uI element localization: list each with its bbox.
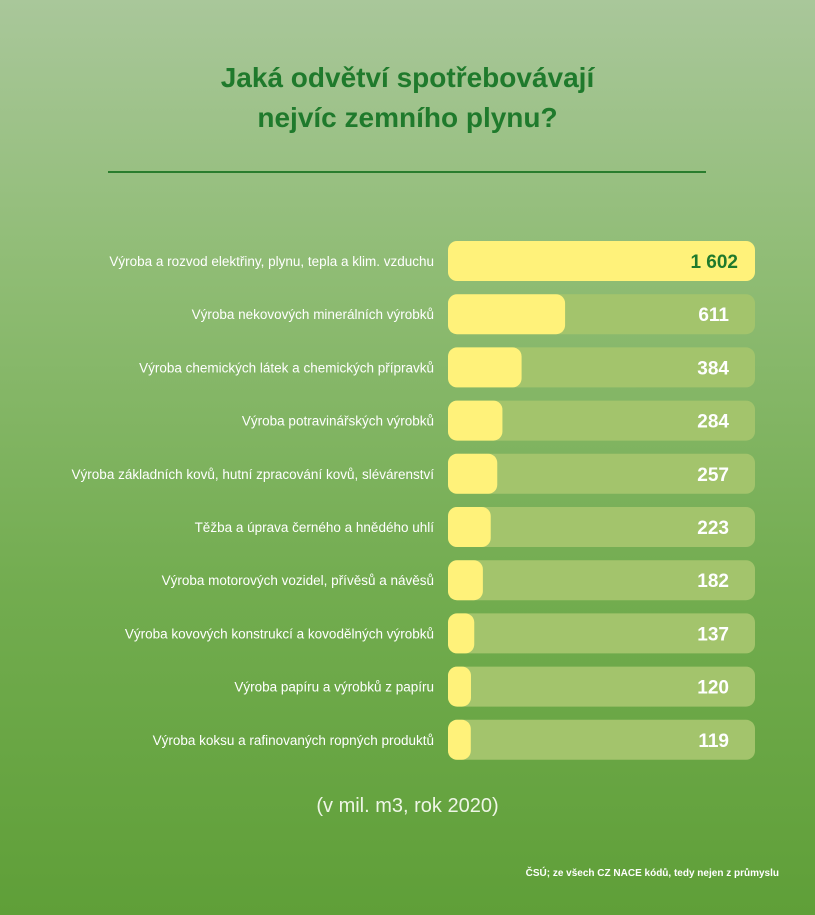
chart-title: Jaká odvětví spotřebovávají nejvíc zemní… <box>0 58 815 138</box>
bar <box>448 560 483 601</box>
bar-row: Výroba papíru a výrobků z papíru 120 <box>234 666 755 707</box>
bar <box>448 400 503 441</box>
bar <box>448 719 471 760</box>
value-label: 119 <box>698 731 729 752</box>
title-line-2: nejvíc zemního plynu? <box>257 102 558 133</box>
unit-note: (v mil. m3, rok 2020) <box>316 795 499 817</box>
bar <box>448 241 755 281</box>
category-label: Výroba papíru a výrobků z papíru <box>234 680 434 695</box>
bar-row: Výroba nekovových minerálních výrobků 611 <box>192 294 755 335</box>
category-label: Výroba koksu a rafinovaných ropných prod… <box>153 733 434 748</box>
bar-row: Výroba kovových konstrukcí a kovodělných… <box>125 613 755 654</box>
value-label: 182 <box>697 571 729 592</box>
bar-row: Výroba potravinářských výrobků 284 <box>242 400 755 441</box>
category-label: Výroba kovových konstrukcí a kovodělných… <box>125 626 434 641</box>
value-label: 223 <box>697 518 729 539</box>
bar-track <box>448 400 755 441</box>
bar-row: Těžba a úprava černého a hnědého uhlí 223 <box>195 507 755 547</box>
bar-row: Výroba koksu a rafinovaných ropných prod… <box>153 719 755 760</box>
bar-track <box>448 507 755 547</box>
bar <box>448 666 471 707</box>
value-label: 1 602 <box>690 252 738 273</box>
bar-row: Výroba chemických látek a chemických pří… <box>139 347 755 388</box>
bar-track <box>448 613 755 654</box>
category-label: Výroba potravinářských výrobků <box>242 414 434 429</box>
bar <box>448 613 475 654</box>
category-label: Výroba nekovových minerálních výrobků <box>192 307 434 322</box>
category-label: Výroba chemických látek a chemických pří… <box>139 360 434 375</box>
bar <box>448 507 491 547</box>
bar <box>448 453 498 494</box>
title-divider <box>108 171 706 173</box>
value-label: 284 <box>697 412 729 433</box>
bar-track <box>448 560 755 601</box>
category-label: Výroba motorových vozidel, přívěsů a náv… <box>162 573 434 588</box>
title-line-1: Jaká odvětví spotřebovávají <box>220 62 595 93</box>
bar-row: Výroba základních kovů, hutní zpracování… <box>72 453 755 494</box>
value-label: 137 <box>697 624 729 645</box>
bar <box>448 294 566 335</box>
category-label: Výroba základních kovů, hutní zpracování… <box>72 467 435 482</box>
category-label: Výroba a rozvod elektřiny, plynu, tepla … <box>109 254 434 269</box>
bar <box>448 347 522 388</box>
value-label: 611 <box>698 305 729 326</box>
bar-track <box>448 347 755 388</box>
bar-row: Výroba motorových vozidel, přívěsů a náv… <box>162 560 755 601</box>
bar-track <box>448 453 755 494</box>
bar-track <box>448 719 755 760</box>
value-label: 120 <box>697 678 729 699</box>
category-label: Těžba a úprava černého a hnědého uhlí <box>195 520 435 535</box>
bar-track <box>448 666 755 707</box>
value-label: 384 <box>697 358 729 379</box>
bar-row: Výroba a rozvod elektřiny, plynu, tepla … <box>109 241 755 281</box>
source-note: ČSÚ; ze všech CZ NACE kódů, tedy nejen z… <box>525 868 779 879</box>
value-label: 257 <box>697 465 729 486</box>
